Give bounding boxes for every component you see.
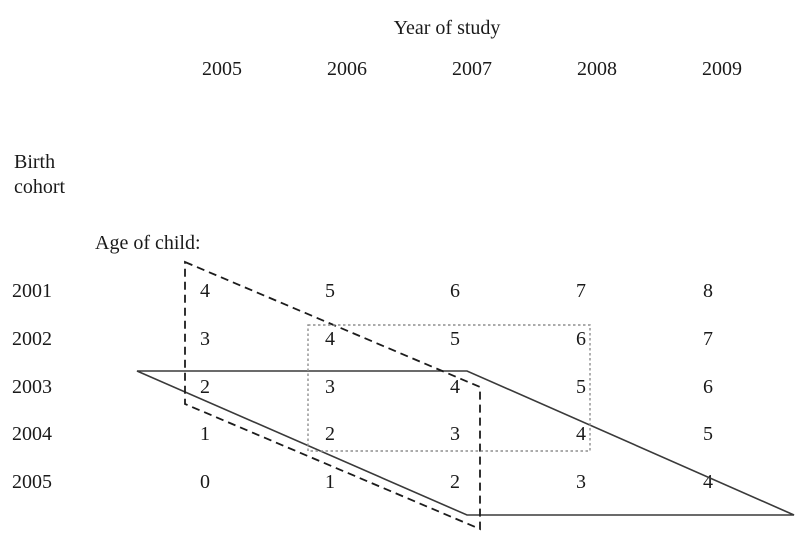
age-cell: 3 xyxy=(450,423,460,445)
age-cell: 5 xyxy=(703,423,713,445)
dotted-rectangle xyxy=(307,324,591,452)
year-header-2005: 2005 xyxy=(202,58,242,80)
age-cell: 8 xyxy=(703,280,713,302)
age-cell: 4 xyxy=(703,471,713,493)
age-cell: 2 xyxy=(450,471,460,493)
age-cell: 7 xyxy=(703,328,713,350)
birth-cohort-label-line1: Birth xyxy=(14,151,56,173)
age-of-child-label: Age of child: xyxy=(95,232,201,254)
birth-cohort-label-line2: cohort xyxy=(14,176,66,198)
year-header-2008: 2008 xyxy=(577,58,617,80)
age-cell: 5 xyxy=(325,280,335,302)
age-cell: 4 xyxy=(325,328,335,350)
age-cell: 2 xyxy=(200,376,210,398)
age-cell: 4 xyxy=(450,376,460,398)
cohort-label-2005: 2005 xyxy=(12,471,52,493)
age-cell: 1 xyxy=(325,471,335,493)
age-cell: 6 xyxy=(576,328,586,350)
cohort-label-2004: 2004 xyxy=(12,423,52,445)
year-header-2006: 2006 xyxy=(327,58,367,80)
age-cell: 3 xyxy=(200,328,210,350)
birth-cohort-label: Birth cohort xyxy=(14,150,65,200)
age-cell: 2 xyxy=(325,423,335,445)
cohort-label-2002: 2002 xyxy=(12,328,52,350)
year-header-2009: 2009 xyxy=(702,58,742,80)
age-cell: 0 xyxy=(200,471,210,493)
age-cell: 5 xyxy=(576,376,586,398)
age-cell: 4 xyxy=(576,423,586,445)
figure-title: Year of study xyxy=(393,17,501,39)
age-cell: 5 xyxy=(450,328,460,350)
year-header-2007: 2007 xyxy=(452,58,492,80)
age-cell: 3 xyxy=(325,376,335,398)
age-cell: 6 xyxy=(703,376,713,398)
age-cell: 4 xyxy=(200,280,210,302)
cohort-label-2003: 2003 xyxy=(12,376,52,398)
solid-parallelogram xyxy=(136,370,795,516)
age-cell: 1 xyxy=(200,423,210,445)
age-cell: 3 xyxy=(576,471,586,493)
cohort-label-2001: 2001 xyxy=(12,280,52,302)
age-cell: 6 xyxy=(450,280,460,302)
age-cell: 7 xyxy=(576,280,586,302)
